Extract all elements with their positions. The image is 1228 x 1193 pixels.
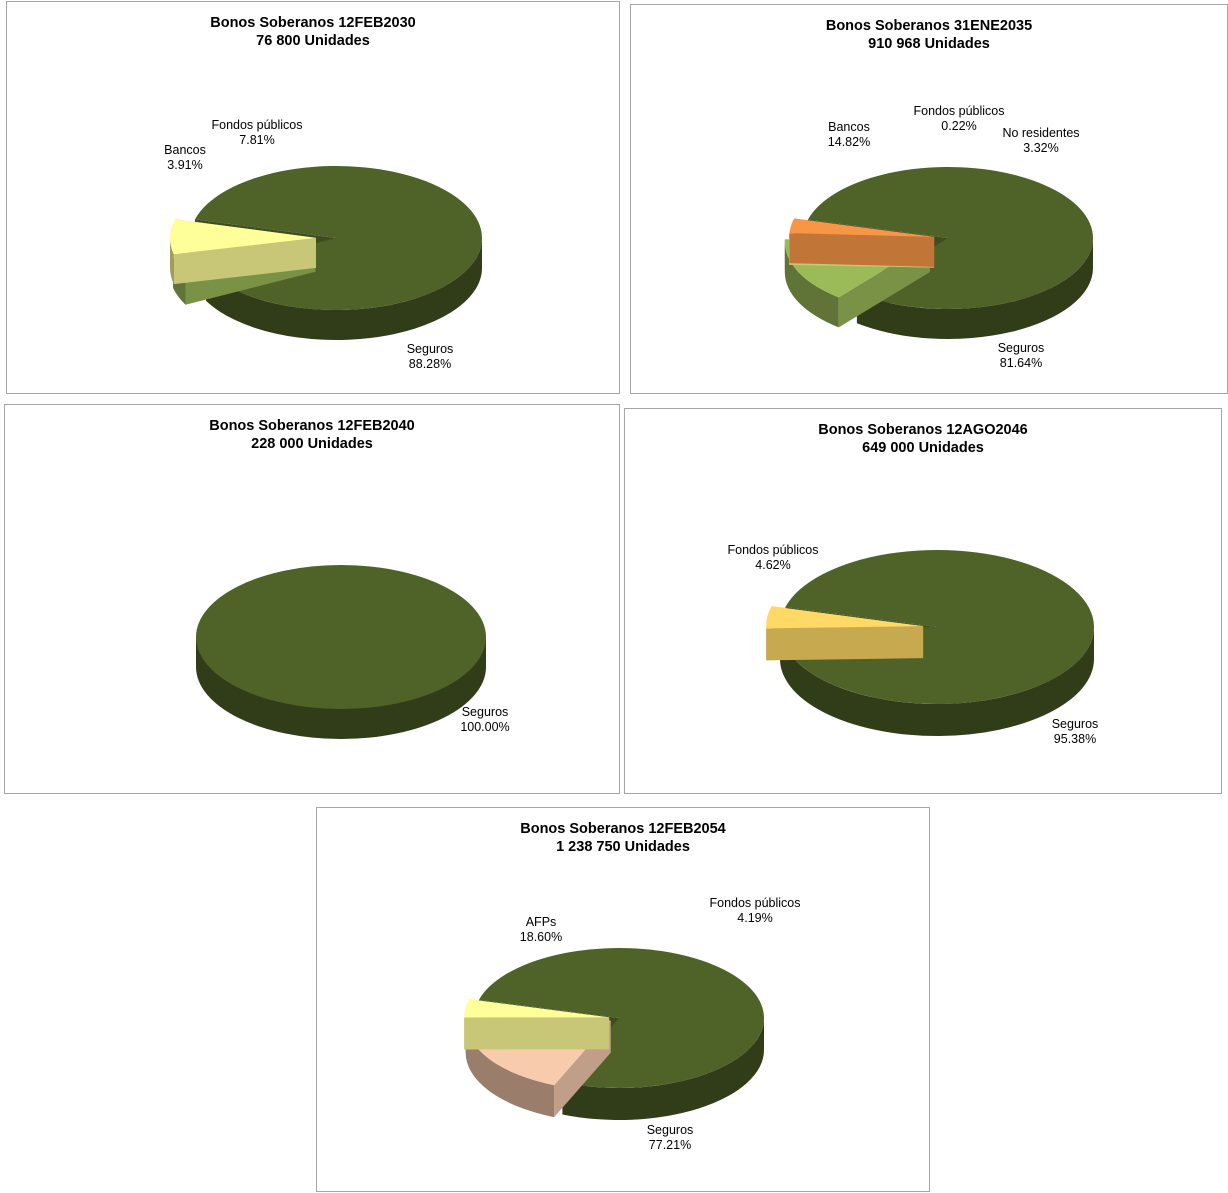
- data-label-category: Seguros: [1051, 717, 1099, 731]
- chart-title: Bonos Soberanos 12AGO2046: [818, 422, 1028, 438]
- chart-panel-12feb2030: Bonos Soberanos 12FEB2030 76 800 Unidade…: [6, 1, 620, 394]
- data-label: Seguros 95.38%: [1052, 717, 1099, 747]
- pie-chart-svg: [464, 948, 764, 1120]
- pie-chart-svg: [784, 166, 1093, 339]
- chart-title: Bonos Soberanos 12FEB2054: [520, 821, 726, 837]
- pie-chart-svg: [766, 549, 1094, 737]
- data-label-percent: 77.21%: [648, 1138, 692, 1152]
- data-label-percent: 14.82%: [827, 135, 871, 149]
- data-label-category: Fondos públicos: [211, 118, 303, 132]
- data-label: Fondos públicos 4.62%: [727, 543, 818, 573]
- chart-title-block: Bonos Soberanos 12FEB2054 1 238 750 Unid…: [317, 820, 929, 856]
- data-label-percent: 95.38%: [1053, 732, 1097, 746]
- data-label: Fondos públicos 4.19%: [709, 896, 800, 926]
- chart-subtitle: 76 800 Unidades: [256, 33, 370, 49]
- data-label-category: No residentes: [1002, 126, 1080, 140]
- data-label: Seguros 88.28%: [407, 342, 454, 372]
- data-label-percent: 4.19%: [737, 911, 773, 925]
- chart-title-block: Bonos Soberanos 31ENE2035 910 968 Unidad…: [631, 17, 1227, 53]
- data-label: Fondos públicos 7.81%: [211, 118, 302, 148]
- chart-title-block: Bonos Soberanos 12AGO2046 649 000 Unidad…: [625, 421, 1221, 457]
- data-label: AFPs 18.60%: [520, 915, 562, 945]
- chart-title: Bonos Soberanos 12FEB2040: [209, 418, 415, 434]
- data-label-percent: 3.32%: [1023, 141, 1059, 155]
- data-label-percent: 100.00%: [460, 720, 510, 734]
- data-label-category: Seguros: [646, 1123, 694, 1137]
- chart-panel-31ene2035: Bonos Soberanos 31ENE2035 910 968 Unidad…: [630, 4, 1228, 394]
- data-label-category: Fondos públicos: [913, 104, 1005, 118]
- data-label-category: AFPs: [525, 915, 557, 929]
- data-label: Seguros 81.64%: [998, 341, 1045, 371]
- data-label-category: Fondos públicos: [727, 543, 819, 557]
- chart-title-block: Bonos Soberanos 12FEB2040 228 000 Unidad…: [5, 417, 619, 453]
- data-label-category: Fondos públicos: [709, 896, 801, 910]
- data-label-percent: 18.60%: [519, 930, 563, 944]
- data-label-percent: 3.91%: [167, 158, 203, 172]
- data-label: Seguros 77.21%: [647, 1123, 694, 1153]
- data-label: Fondos públicos 0.22%: [913, 104, 1004, 134]
- chart-panel-12feb2040: Bonos Soberanos 12FEB2040 228 000 Unidad…: [4, 404, 620, 794]
- pie-slice: [464, 999, 610, 1050]
- chart-subtitle: 910 968 Unidades: [868, 36, 990, 52]
- pie-slice: [170, 219, 317, 285]
- chart-title: Bonos Soberanos 12FEB2030: [210, 15, 416, 31]
- data-label-category: Seguros: [461, 705, 509, 719]
- chart-title-block: Bonos Soberanos 12FEB2030 76 800 Unidade…: [7, 14, 619, 50]
- data-label-percent: 7.81%: [239, 133, 275, 147]
- data-label: No residentes 3.32%: [1002, 126, 1079, 156]
- data-label-category: Seguros: [997, 341, 1045, 355]
- data-label-percent: 4.62%: [755, 558, 791, 572]
- data-label-category: Seguros: [406, 342, 454, 356]
- chart-panel-12feb2054: Bonos Soberanos 12FEB2054 1 238 750 Unid…: [316, 807, 930, 1192]
- data-label-category: Bancos: [164, 143, 206, 157]
- pie-chart-svg: [170, 166, 483, 340]
- data-label-category: Bancos: [828, 120, 870, 134]
- chart-title: Bonos Soberanos 31ENE2035: [825, 18, 1033, 34]
- data-label-percent: 88.28%: [408, 357, 452, 371]
- data-label: Bancos 14.82%: [828, 120, 870, 150]
- chart-subtitle: 1 238 750 Unidades: [556, 839, 690, 855]
- pie-slice: [789, 218, 935, 267]
- data-label: Bancos 3.91%: [164, 143, 206, 173]
- pie-slice: [766, 606, 924, 661]
- data-label-percent: 81.64%: [999, 356, 1043, 370]
- chart-subtitle: 649 000 Unidades: [862, 440, 984, 456]
- data-label: Seguros 100.00%: [460, 705, 509, 735]
- pie-slice: [196, 565, 486, 739]
- chart-subtitle: 228 000 Unidades: [251, 436, 373, 452]
- data-label-percent: 0.22%: [941, 119, 977, 133]
- pie-chart-svg: [196, 565, 486, 739]
- chart-panel-12ago2046: Bonos Soberanos 12AGO2046 649 000 Unidad…: [624, 408, 1222, 794]
